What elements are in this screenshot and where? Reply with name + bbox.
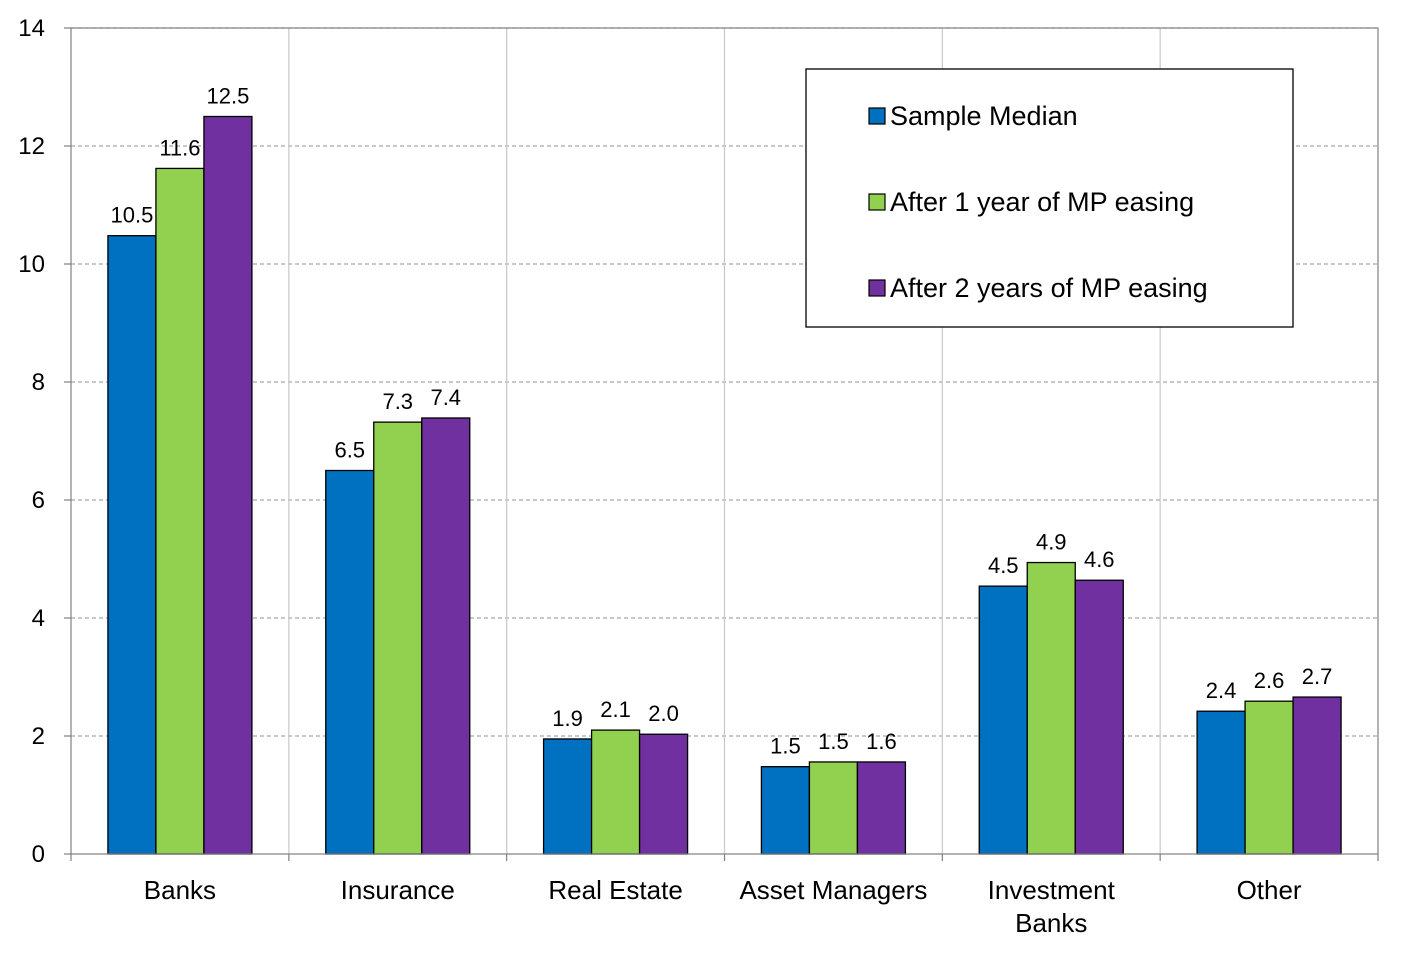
data-label: 12.5	[207, 84, 250, 109]
bar	[760, 766, 811, 855]
data-label: 1.6	[866, 729, 897, 754]
x-tick-label: Investment	[988, 875, 1116, 905]
legend-label: After 1 year of MP easing	[890, 187, 1194, 217]
x-tick-label: Insurance	[341, 875, 455, 905]
x-tick-label: Other	[1237, 875, 1302, 905]
bar	[1026, 561, 1076, 855]
x-tick-label: Banks	[1015, 908, 1087, 938]
data-label: 1.5	[818, 729, 849, 754]
y-tick-label: 0	[32, 841, 45, 868]
bar	[856, 761, 907, 855]
legend-swatch	[868, 193, 886, 211]
bar	[325, 469, 375, 855]
y-tick-label: 8	[32, 369, 45, 396]
data-labels: 10.5 11.6 12.5 6.5 7.3 7.4 1.9 2.1 2.0 1.5 1.5 1.6 4…	[111, 84, 1333, 759]
data-label: 1.5	[770, 734, 801, 759]
bars	[107, 115, 1342, 855]
x-tick-label: Banks	[144, 875, 216, 905]
data-label: 7.3	[382, 389, 413, 414]
bar	[107, 235, 157, 855]
data-label: 4.5	[988, 553, 1019, 578]
bar	[1196, 710, 1246, 855]
legend-box	[805, 68, 1294, 328]
data-label: 7.4	[430, 385, 461, 410]
y-tick-label: 14	[18, 15, 45, 42]
bar	[638, 733, 689, 855]
legend-label: After 2 years of MP easing	[890, 273, 1208, 303]
data-label: 2.0	[648, 701, 679, 726]
data-label: 2.1	[600, 697, 631, 722]
data-label: 4.6	[1084, 547, 1115, 572]
bar	[373, 421, 423, 855]
bar	[421, 417, 471, 855]
y-tick-label: 10	[18, 251, 45, 278]
bar	[155, 167, 205, 855]
bar	[590, 729, 641, 855]
legend-swatch	[868, 279, 886, 297]
bar	[1074, 579, 1124, 855]
y-tick-label: 12	[18, 133, 45, 160]
y-tick-label: 4	[32, 605, 45, 632]
x-tick-label: Real Estate	[548, 875, 682, 905]
axes: 0 2 4 6 8 10 12 14 Banks Insurance Real Estate Asse…	[18, 15, 1379, 938]
y-tick-label: 6	[32, 487, 45, 514]
data-label: 4.9	[1036, 530, 1067, 555]
bar	[808, 761, 859, 855]
y-tick-label: 2	[32, 723, 45, 750]
data-label: 2.7	[1302, 664, 1333, 689]
legend: Sample Median After 1 year of MP easing Af…	[805, 68, 1294, 328]
data-label: 2.6	[1254, 668, 1285, 693]
data-label: 6.5	[334, 438, 365, 463]
legend-swatch	[868, 107, 886, 125]
bar	[978, 585, 1028, 855]
data-label: 11.6	[159, 135, 200, 160]
legend-label: Sample Median	[890, 101, 1078, 131]
data-label: 10.5	[111, 203, 154, 228]
bar	[1292, 696, 1342, 855]
plot-area-border	[70, 27, 1379, 855]
x-tick-label: Asset Managers	[739, 875, 927, 905]
data-label: 2.4	[1206, 678, 1237, 703]
data-label: 1.9	[552, 706, 583, 731]
bar	[203, 115, 253, 855]
bar	[542, 738, 593, 855]
bar	[1244, 700, 1294, 855]
